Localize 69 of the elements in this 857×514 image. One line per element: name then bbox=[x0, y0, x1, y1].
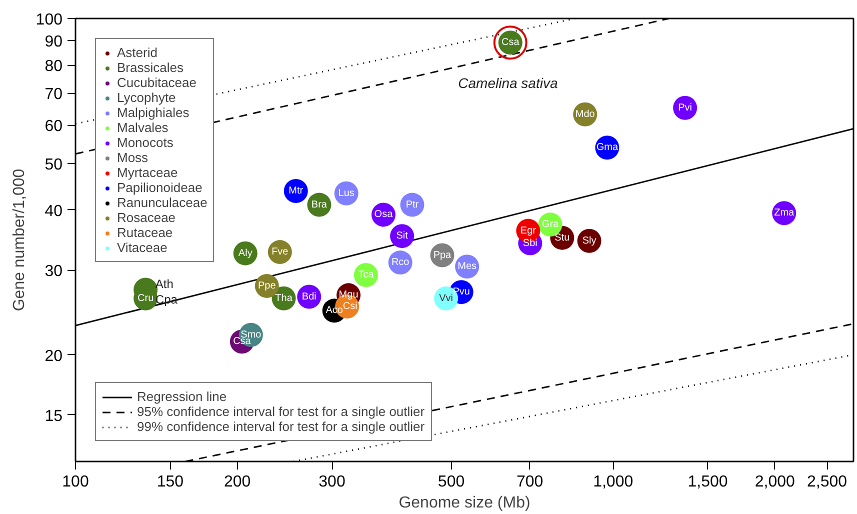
annotation: Mes bbox=[458, 261, 477, 272]
legend-label: Papilionoideae bbox=[117, 180, 202, 195]
annotation: Fve bbox=[272, 246, 289, 258]
legend-label: Malvales bbox=[117, 120, 168, 135]
x-tick-label: 200 bbox=[224, 474, 251, 490]
annotation: Camelina sativa bbox=[458, 74, 558, 91]
annotation: Gra bbox=[542, 219, 560, 230]
annotation: Cru bbox=[138, 292, 154, 304]
legend-label: Asterid bbox=[117, 45, 158, 60]
y-tick-label: 60 bbox=[44, 118, 63, 136]
y-tick-label: 100 bbox=[36, 12, 63, 28]
annotation: Aly bbox=[238, 248, 252, 259]
annotation: Egr bbox=[520, 225, 537, 236]
x-tick-label: 1,500 bbox=[688, 474, 728, 490]
y-tick-label: 70 bbox=[44, 86, 63, 104]
annotation: Osa bbox=[374, 209, 394, 220]
legend-label: Myrtaceae bbox=[117, 165, 178, 180]
x-axis-title: Genome size (Mb) bbox=[398, 494, 530, 512]
legend-label: Moss bbox=[117, 150, 148, 165]
x-tick-label: 2,000 bbox=[754, 474, 796, 490]
legend-label: Vitaceae bbox=[117, 240, 168, 255]
annotation: Bdi bbox=[302, 291, 316, 302]
legend-label: Rosaceae bbox=[117, 210, 176, 225]
legend-label: Monocots bbox=[117, 135, 174, 150]
legend-label: Rutaceae bbox=[117, 225, 173, 240]
annotation: Bra bbox=[311, 199, 328, 210]
y-tick-label: 50 bbox=[44, 156, 63, 174]
legend-label: Regression line bbox=[137, 389, 227, 404]
annotation: Mtr bbox=[288, 185, 304, 196]
annotation: Sly bbox=[582, 235, 596, 246]
annotation: Tha bbox=[275, 292, 293, 304]
legend-label: Brassicales bbox=[117, 60, 184, 75]
annotation: Mgu bbox=[338, 290, 358, 301]
legend-label: Lycophyte bbox=[117, 90, 176, 105]
x-tick-label: 1,000 bbox=[593, 474, 634, 490]
x-tick-label: 150 bbox=[156, 474, 184, 490]
annotation: Csa bbox=[501, 37, 520, 48]
annotation: Ptr bbox=[406, 199, 420, 210]
legend-label: 99% confidence interval for test for a single outlier bbox=[137, 419, 425, 434]
x-tick-label: 100 bbox=[62, 474, 89, 490]
legend-label: Malpighiales bbox=[117, 105, 190, 120]
y-tick-label: 15 bbox=[44, 408, 63, 425]
x-tick-label: 300 bbox=[318, 474, 346, 490]
annotation: Gma bbox=[596, 142, 618, 154]
x-tick-label: 500 bbox=[438, 474, 465, 490]
annotation: Mdo bbox=[575, 108, 596, 120]
y-tick-label: 80 bbox=[44, 58, 63, 76]
annotation: Zma bbox=[774, 208, 795, 219]
annotation: Ath bbox=[155, 277, 174, 292]
y-axis-title: Gene number/1,000 bbox=[10, 168, 28, 312]
annotation: Sit bbox=[396, 230, 408, 242]
annotation: Ppa bbox=[433, 250, 452, 261]
x-tick-label: 2,500 bbox=[807, 474, 848, 490]
y-tick-label: 30 bbox=[44, 263, 63, 280]
annotation: Vvi bbox=[439, 292, 454, 304]
legend-label: Cucubitaceae bbox=[117, 75, 196, 90]
y-tick-label: 20 bbox=[44, 348, 63, 365]
annotation: Ppe bbox=[258, 280, 276, 292]
annotation: Stu bbox=[554, 232, 570, 244]
annotation: Rco bbox=[391, 257, 410, 268]
legend-label: Ranunculaceae bbox=[117, 195, 208, 210]
annotation: Tca bbox=[358, 269, 374, 280]
y-tick-label: 90 bbox=[44, 34, 63, 51]
annotation: Lus bbox=[338, 188, 354, 199]
y-tick-label: 40 bbox=[44, 202, 63, 220]
annotation: Csi bbox=[342, 300, 358, 312]
x-tick-label: 700 bbox=[516, 474, 544, 490]
legend-label: 95% confidence interval for test for a single outlier bbox=[137, 404, 425, 419]
annotation: Pvi bbox=[678, 102, 692, 114]
